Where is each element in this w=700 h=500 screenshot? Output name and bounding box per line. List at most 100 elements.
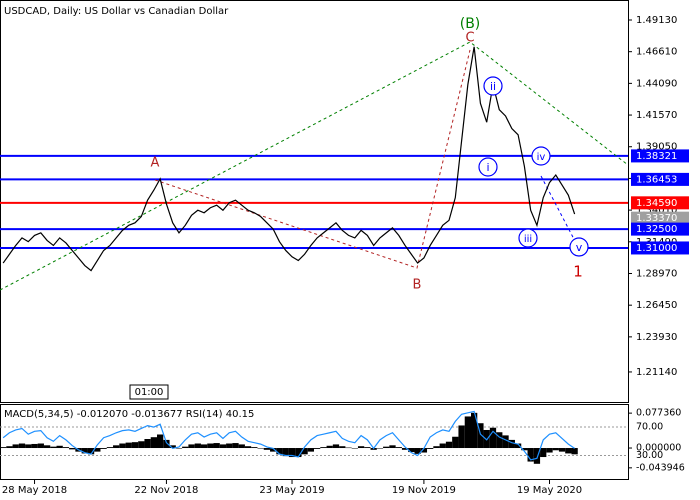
data-layer	[0, 46, 578, 464]
level-box	[631, 196, 689, 210]
wave-label: ii	[490, 80, 496, 93]
macd-bar	[427, 448, 434, 449]
y-tick-label: 1.26450	[636, 300, 677, 311]
macd-bar	[119, 443, 126, 449]
macd-bar	[395, 447, 402, 449]
y-tick-label: -0.043946	[636, 462, 685, 473]
macd-bar	[270, 448, 277, 452]
macd-bar	[414, 448, 421, 454]
macd-bar	[157, 434, 164, 449]
level-label: 1.38321	[636, 151, 677, 162]
macd-bar	[31, 443, 38, 449]
x-tick-label: 19 Nov 2019	[392, 485, 456, 496]
macd-bar	[50, 446, 57, 449]
macd-bar	[213, 443, 220, 449]
y-tick-label: 1.23930	[636, 332, 677, 343]
macd-bar	[188, 444, 195, 449]
macd-bar	[489, 427, 497, 449]
macd-bar	[69, 448, 76, 450]
macd-bar	[257, 448, 264, 449]
macd-bar	[244, 446, 252, 449]
macd-bar	[219, 444, 227, 449]
x-tick-label: 23 May 2019	[259, 485, 324, 496]
macd-bar	[339, 446, 346, 449]
y2-tick-label: 70.00	[636, 422, 663, 433]
y-tick-label: 1.46610	[636, 47, 677, 58]
wave-label: v	[576, 241, 583, 254]
level-label: 1.36453	[636, 174, 677, 185]
chart-title: USDCAD, Daily: US Dollar vs Canadian Dol…	[4, 6, 229, 17]
wave-label: C	[465, 31, 474, 46]
indicator-panel	[0, 404, 629, 480]
macd-bar	[163, 439, 170, 449]
macd-bar	[251, 447, 258, 449]
macd-bar	[433, 446, 440, 449]
macd-bar	[326, 445, 333, 449]
macd-bar	[12, 444, 19, 449]
macd-bar	[18, 443, 26, 449]
macd-bar	[182, 446, 189, 449]
wave-label: 1	[573, 263, 583, 281]
macd-bar	[357, 446, 365, 449]
macd-bar	[558, 448, 566, 452]
level-label: 1.34590	[636, 198, 677, 209]
macd-bar	[401, 448, 409, 450]
macd-bar	[131, 442, 139, 449]
macd-bar	[383, 446, 390, 449]
price-box	[631, 211, 689, 225]
axis-layer: 1.491301.466101.440901.415701.390501.365…	[2, 15, 689, 496]
wave-line	[540, 175, 577, 244]
macd-bar	[477, 423, 484, 449]
macd-bar	[232, 443, 239, 449]
macd-bar	[307, 448, 314, 452]
wave-circle	[531, 146, 551, 166]
macd-bar	[56, 445, 63, 449]
wave-circle	[483, 76, 503, 96]
grid-layer	[0, 154, 628, 457]
macd-bar	[376, 448, 384, 449]
macd-bar	[263, 448, 271, 450]
level-box	[631, 172, 689, 186]
macd-bar	[464, 416, 471, 449]
wave-label: B	[413, 278, 422, 293]
y2-tick-label: 30.00	[636, 450, 663, 461]
level-box	[631, 222, 689, 236]
macd-bar	[458, 425, 465, 449]
level-label: 1.32500	[636, 224, 677, 235]
wave-circle	[518, 228, 538, 248]
wave-circles	[478, 76, 589, 257]
level-box	[631, 241, 689, 255]
rsi-line	[2, 410, 575, 461]
macd-bar	[288, 448, 296, 458]
macd-bar	[514, 443, 522, 449]
time-label: 01:00	[135, 387, 164, 398]
x-tick-label: 19 May 2020	[517, 485, 582, 496]
y-tick-label: 1.21140	[636, 367, 677, 378]
wave-label: (B)	[460, 16, 481, 32]
macd-bar	[521, 448, 528, 451]
macd-bar	[565, 448, 572, 454]
wave-label: A	[151, 156, 160, 171]
macd-bar	[533, 448, 541, 464]
macd-bar	[6, 446, 13, 449]
macd-bar	[150, 437, 157, 449]
macd-bar	[37, 443, 44, 449]
x-tick-label: 22 Nov 2018	[134, 485, 198, 496]
macd-bar	[496, 432, 503, 449]
macd-bar	[301, 448, 308, 455]
macd-bar	[471, 412, 478, 449]
macd-bar	[540, 448, 547, 458]
wave-circle	[569, 237, 589, 257]
macd-bar	[238, 444, 245, 449]
y-tick-label: 1.28970	[636, 268, 677, 279]
macd-bar	[345, 447, 352, 449]
macd-bar	[389, 445, 396, 449]
level-box	[631, 149, 689, 163]
macd-bar	[113, 445, 120, 449]
price-line	[2, 46, 576, 272]
main-panel	[0, 0, 629, 403]
macd-bar	[295, 448, 302, 458]
macd-bar	[408, 448, 415, 453]
macd-bar	[314, 448, 321, 449]
